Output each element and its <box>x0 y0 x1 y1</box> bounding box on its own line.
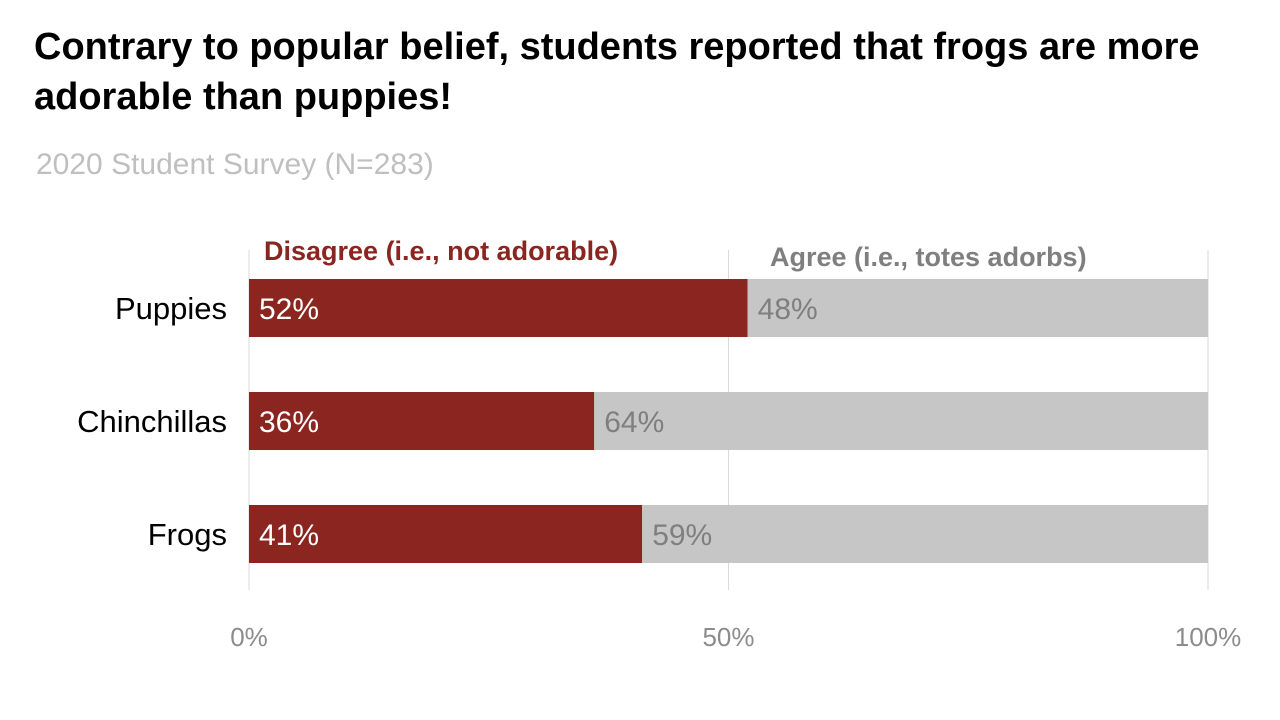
category-label-chinchillas: Chinchillas <box>77 404 227 439</box>
x-tick-labels-group: 0% 50% 100% <box>230 622 1241 652</box>
x-tick-label-0: 0% <box>230 622 268 652</box>
legend-group: Disagree (i.e., not adorable) Agree (i.e.… <box>264 236 1087 272</box>
data-labels-group: 52% 48% 36% 64% 41% 59% <box>259 293 818 552</box>
bars-group <box>249 279 1208 563</box>
category-label-frogs: Frogs <box>148 517 227 552</box>
category-labels-group: Puppies Chinchillas Frogs <box>77 291 227 552</box>
data-label-chinchillas-agree: 64% <box>604 406 664 439</box>
data-label-puppies-agree: 48% <box>758 293 818 326</box>
bar-frogs-agree <box>642 505 1208 563</box>
bar-puppies-agree <box>747 279 1208 337</box>
data-label-frogs-disagree: 41% <box>259 519 319 552</box>
data-label-chinchillas-disagree: 36% <box>259 406 319 439</box>
chart-subtitle: 2020 Student Survey (N=283) <box>36 148 434 181</box>
bar-chinchillas-disagree <box>249 392 595 450</box>
x-tick-label-2: 100% <box>1175 622 1242 652</box>
data-label-frogs-agree: 59% <box>652 519 712 552</box>
data-label-puppies-disagree: 52% <box>259 293 319 326</box>
legend-disagree: Disagree (i.e., not adorable) <box>264 236 618 266</box>
x-tick-label-1: 50% <box>702 622 754 652</box>
legend-agree: Agree (i.e., totes adorbs) <box>770 242 1087 272</box>
bar-frogs-disagree <box>249 505 643 563</box>
chart-title: Contrary to popular belief, students rep… <box>34 26 1200 118</box>
bar-chinchillas-agree <box>594 392 1208 450</box>
category-label-puppies: Puppies <box>115 291 227 326</box>
bar-puppies-disagree <box>249 279 748 337</box>
